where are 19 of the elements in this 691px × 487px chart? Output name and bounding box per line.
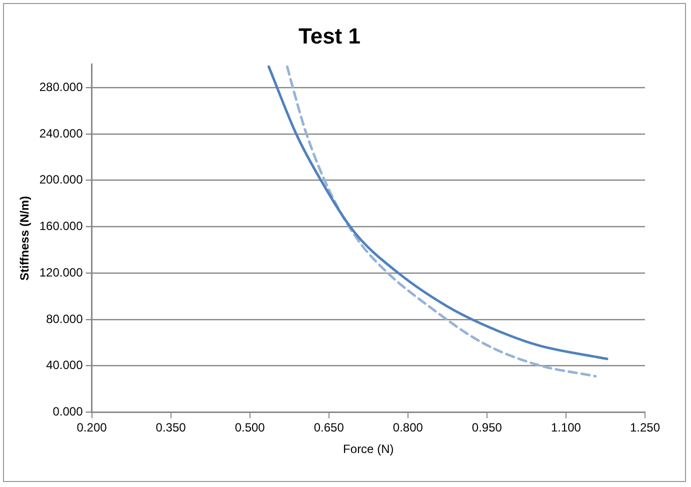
x-tick-label: 0.200: [76, 420, 108, 435]
y-tick-label: 120.000: [39, 265, 84, 280]
y-tick-label: 80.000: [46, 312, 84, 326]
x-tick-label: 0.800: [392, 420, 424, 435]
y-tick-label: 280.000: [39, 80, 84, 94]
x-tick-label: 1.250: [630, 420, 660, 435]
x-tick-label: 0.500: [234, 420, 266, 435]
x-tick-label: 1.100: [550, 420, 582, 435]
y-tick-label: 40.000: [46, 358, 84, 372]
x-axis-title: Force (N): [343, 442, 394, 456]
y-tick-label: 0.000: [52, 404, 84, 419]
chart-title: Test 1: [298, 23, 360, 48]
x-tick-label: 0.650: [314, 420, 344, 435]
y-tick-label: 160.000: [39, 219, 84, 234]
y-tick-label: 200.000: [39, 172, 84, 187]
y-tick-label: 240.000: [39, 126, 84, 140]
x-tick-label: 0.350: [156, 420, 186, 435]
x-tick-label: 0.950: [472, 420, 502, 435]
y-axis-title: Stiffness (N/m): [18, 196, 32, 281]
